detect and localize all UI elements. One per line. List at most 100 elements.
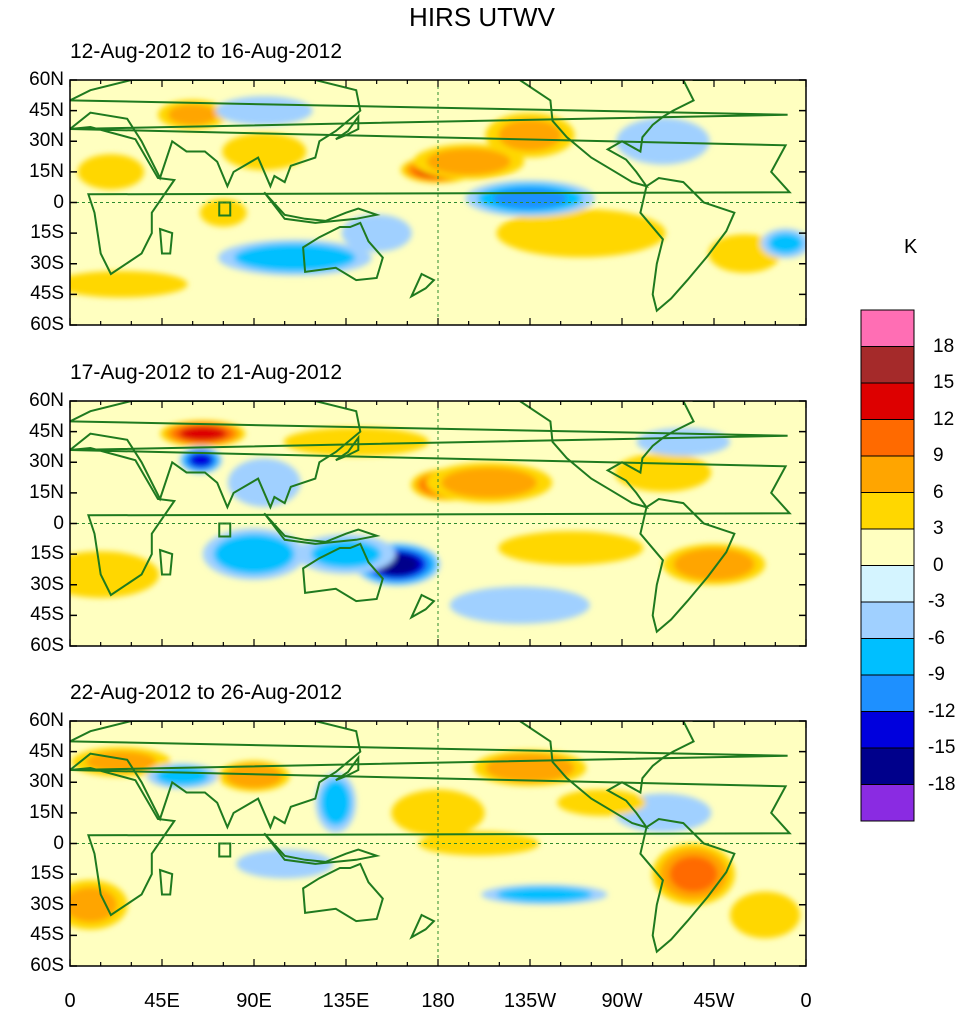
- colorbar-swatch: [860, 565, 915, 603]
- lat-label: 60N: [29, 390, 64, 411]
- lon-label: 90W: [601, 990, 643, 1012]
- anomaly-contour: [514, 534, 628, 562]
- lat-label: 0: [53, 191, 64, 213]
- map-panel-2: [69, 400, 807, 647]
- colorbar-swatch: [860, 601, 915, 639]
- anomaly-contour: [222, 538, 286, 570]
- panel-2-title: 17-Aug-2012 to 21-Aug-2012: [70, 361, 343, 384]
- region-box: [218, 201, 232, 217]
- lat-label: 30N: [29, 451, 64, 473]
- anomaly-contour: [190, 453, 212, 467]
- anomaly-field: [70, 420, 766, 624]
- lon-label: 45W: [693, 990, 735, 1012]
- colorbar-level-label: -18: [928, 773, 956, 795]
- colorbar-level-label: 0: [933, 554, 944, 576]
- coastline-namerica: [468, 401, 695, 509]
- coastline-namerica: [468, 80, 695, 188]
- coastline-eurasia: [70, 80, 788, 189]
- colorbar-level-label: -6: [928, 627, 945, 649]
- colorbar-level-label: 12: [933, 408, 955, 430]
- anomaly-contour: [502, 887, 586, 902]
- lat-label: 45S: [30, 283, 64, 305]
- anomaly-field: [70, 96, 806, 298]
- colorbar-swatch: [860, 382, 915, 420]
- anomaly-contour: [642, 429, 724, 454]
- colorbar-swatch: [860, 528, 915, 566]
- anomaly-contour: [310, 540, 382, 569]
- lat-label: 15S: [30, 222, 64, 244]
- region-box: [218, 522, 232, 538]
- coastline-samerica: [639, 176, 736, 313]
- anomaly-contour: [734, 894, 796, 936]
- colorbar-level-label: -12: [928, 700, 956, 722]
- coastlines: [70, 401, 792, 634]
- anomaly-contour: [432, 150, 506, 174]
- anomaly-contour: [557, 789, 646, 816]
- lat-label: 15N: [29, 160, 64, 182]
- coastline-madagascar: [158, 548, 174, 576]
- coastline-nz: [409, 913, 436, 940]
- coastline-greenland: [692, 80, 716, 81]
- coastline-eurasia: [70, 721, 788, 830]
- lat-label: 15S: [30, 543, 64, 565]
- panel-3-title: 22-Aug-2012 to 26-Aug-2012: [70, 681, 343, 704]
- colorbar-level-label: -9: [928, 664, 945, 685]
- panel-1-title: 12-Aug-2012 to 16-Aug-2012: [70, 40, 343, 63]
- colorbar-swatch: [860, 492, 915, 530]
- anomaly-contour: [495, 756, 565, 779]
- anomaly-contour: [77, 154, 145, 190]
- anomaly-contour: [682, 551, 746, 577]
- colorbar-swatch: [860, 455, 915, 493]
- lat-label: 60S: [30, 314, 64, 335]
- colorbar-swatch: [860, 346, 915, 384]
- anomaly-contour: [247, 852, 323, 876]
- anomaly-contour: [669, 856, 718, 893]
- anomaly-contour: [622, 121, 704, 162]
- lon-label: 0: [64, 990, 76, 1012]
- anomaly-contour: [625, 457, 701, 488]
- coastline-indonesia: [263, 832, 381, 865]
- colorbar-swatch: [860, 674, 915, 712]
- colorbar-swatch: [860, 309, 915, 347]
- region-box: [218, 842, 232, 858]
- coastline-nz: [409, 272, 436, 299]
- coastline-greenland: [692, 721, 716, 722]
- anomaly-contour: [203, 200, 244, 225]
- map-panel-3: [69, 720, 807, 967]
- anomaly-contour: [515, 214, 647, 252]
- coastline-japan: [335, 434, 360, 462]
- lat-label: 30S: [30, 893, 64, 915]
- coastline-indonesia: [263, 512, 381, 545]
- colorbar-swatch: [860, 784, 915, 822]
- coastline-samerica: [639, 817, 736, 954]
- anomaly-contour: [70, 887, 117, 923]
- colorbar-unit: K: [904, 236, 918, 258]
- anomaly-contour: [459, 588, 581, 622]
- lat-label: 45N: [29, 99, 64, 121]
- map-panel-1: [69, 79, 807, 326]
- lat-label: 45N: [29, 740, 64, 762]
- anomaly-contour: [236, 463, 293, 502]
- lat-label: 60S: [30, 955, 64, 976]
- anomaly-contour: [232, 766, 276, 786]
- anomaly-contour: [447, 469, 531, 496]
- lat-label: 60N: [29, 710, 64, 731]
- lat-label: 45S: [30, 604, 64, 626]
- coastline-indonesia: [263, 191, 381, 224]
- colorbar-level-label: 18: [933, 335, 955, 357]
- coastline-eurasia: [70, 401, 788, 510]
- lon-label: 90E: [236, 990, 272, 1012]
- lat-label: 45S: [30, 924, 64, 946]
- colorbar-swatch: [860, 711, 915, 749]
- lat-label: 60N: [29, 69, 64, 90]
- anomaly-contour: [768, 232, 804, 254]
- lon-label: 135E: [322, 990, 370, 1012]
- colorbar-level-label: -15: [928, 737, 956, 758]
- anomaly-contour: [322, 782, 349, 823]
- colorbar-level-label: 3: [933, 518, 944, 539]
- coastline-samerica: [639, 497, 736, 634]
- coastline-nz: [409, 593, 436, 620]
- colorbar-swatch: [860, 419, 915, 457]
- anomaly-contour: [182, 427, 224, 441]
